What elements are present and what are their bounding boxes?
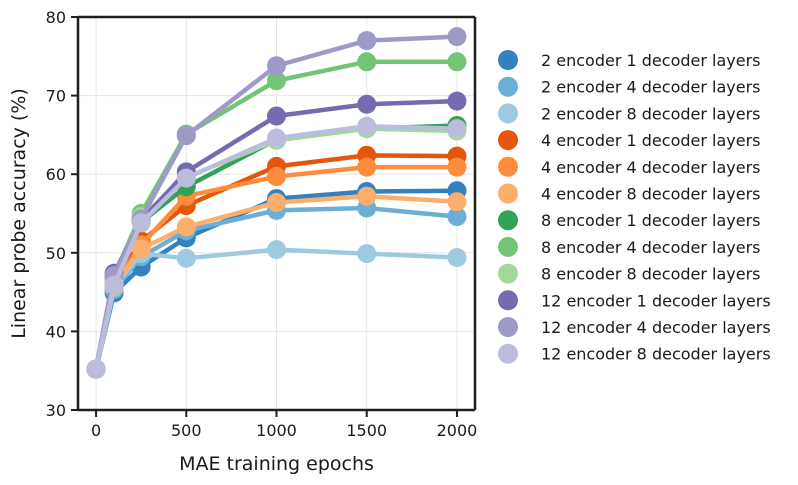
legend-marker bbox=[498, 76, 518, 97]
data-point bbox=[357, 186, 377, 206]
data-point bbox=[447, 157, 467, 177]
data-point bbox=[357, 116, 377, 136]
data-point bbox=[357, 157, 377, 177]
legend-label: 8 encoder 1 decoder layers bbox=[541, 211, 761, 230]
legend-label: 12 encoder 8 decoder layers bbox=[541, 345, 771, 364]
data-point bbox=[447, 91, 467, 111]
legend-label: 8 encoder 4 decoder layers bbox=[541, 238, 761, 257]
x-axis-label: MAE training epochs bbox=[179, 453, 374, 475]
legend-marker bbox=[498, 103, 518, 124]
legend-item: 12 encoder 1 decoder layers bbox=[498, 290, 771, 311]
legend-marker bbox=[498, 156, 518, 177]
legend-marker bbox=[498, 317, 518, 337]
legend-marker bbox=[498, 263, 518, 284]
data-point bbox=[176, 248, 196, 268]
x-tick-label: 1500 bbox=[346, 421, 387, 440]
legend-label: 2 encoder 8 decoder layers bbox=[541, 104, 761, 123]
legend-item: 2 encoder 1 decoder layers bbox=[498, 50, 761, 70]
data-point bbox=[267, 192, 286, 212]
data-point bbox=[176, 126, 196, 146]
data-point bbox=[131, 239, 151, 259]
ticks: 0 500 1000 1500 2000 30 40 50 60 70 80 bbox=[46, 8, 478, 440]
legend-label: 2 encoder 4 decoder layers bbox=[541, 78, 761, 97]
legend-marker bbox=[498, 290, 518, 311]
data-point bbox=[447, 248, 467, 268]
data-point bbox=[447, 192, 467, 212]
legend-item: 12 encoder 8 decoder layers bbox=[498, 343, 771, 364]
data-point bbox=[104, 275, 124, 295]
data-point bbox=[176, 217, 196, 237]
legend-marker bbox=[498, 130, 518, 151]
data-point bbox=[447, 27, 467, 47]
data-point bbox=[447, 52, 467, 72]
x-tick-label: 0 bbox=[91, 421, 101, 440]
y-tick-label: 50 bbox=[46, 244, 66, 263]
legend-label: 8 encoder 8 decoder layers bbox=[541, 265, 761, 284]
data-point bbox=[447, 207, 467, 227]
data-point bbox=[267, 240, 286, 260]
x-tick-label: 1000 bbox=[256, 421, 297, 440]
legend-item: 2 encoder 4 decoder layers bbox=[498, 76, 761, 97]
legend-label: 4 encoder 4 decoder layers bbox=[541, 158, 761, 177]
legend-item: 2 encoder 8 decoder layers bbox=[498, 103, 761, 124]
data-point bbox=[267, 71, 286, 91]
y-tick-label: 80 bbox=[46, 8, 66, 27]
legend-marker bbox=[498, 210, 518, 231]
legend-marker bbox=[498, 343, 518, 364]
y-tick-label: 70 bbox=[46, 87, 66, 106]
legend-marker bbox=[498, 183, 518, 204]
legend-item: 8 encoder 4 decoder layers bbox=[498, 236, 761, 257]
series-12 bbox=[86, 116, 467, 379]
legend-label: 2 encoder 1 decoder layers bbox=[541, 51, 761, 70]
y-tick-label: 30 bbox=[46, 401, 66, 420]
y-tick-label: 60 bbox=[46, 165, 66, 184]
data-point bbox=[86, 359, 106, 379]
data-point bbox=[267, 106, 286, 126]
series-layer bbox=[86, 27, 467, 379]
x-tick-label: 500 bbox=[171, 421, 202, 440]
y-tick-label: 40 bbox=[46, 322, 66, 341]
y-axis-label: Linear probe accuracy (%) bbox=[8, 88, 30, 339]
legend-item: 4 encoder 4 decoder layers bbox=[498, 156, 761, 177]
legend-item: 12 encoder 4 decoder layers bbox=[498, 317, 771, 337]
legend-item: 8 encoder 1 decoder layers bbox=[498, 210, 761, 231]
x-tick-label: 2000 bbox=[437, 421, 478, 440]
data-point bbox=[357, 244, 377, 264]
data-point bbox=[357, 52, 377, 72]
data-point bbox=[131, 213, 151, 233]
legend-marker bbox=[498, 236, 518, 257]
legend-label: 12 encoder 4 decoder layers bbox=[541, 318, 771, 337]
legend-label: 4 encoder 1 decoder layers bbox=[541, 131, 761, 150]
legend-item: 8 encoder 8 decoder layers bbox=[498, 263, 761, 284]
legend-label: 4 encoder 8 decoder layers bbox=[541, 185, 761, 204]
data-point bbox=[267, 167, 286, 187]
legend-marker bbox=[498, 50, 518, 70]
data-point bbox=[176, 168, 196, 188]
data-point bbox=[447, 119, 467, 139]
data-point bbox=[267, 56, 286, 76]
data-point bbox=[267, 128, 286, 148]
data-point bbox=[357, 94, 377, 114]
data-point bbox=[357, 31, 377, 51]
legend-item: 4 encoder 8 decoder layers bbox=[498, 183, 761, 204]
legend-item: 4 encoder 1 decoder layers bbox=[498, 130, 761, 151]
legend: 2 encoder 1 decoder layers 2 encoder 4 de… bbox=[498, 50, 771, 364]
legend-label: 12 encoder 1 decoder layers bbox=[541, 291, 771, 310]
